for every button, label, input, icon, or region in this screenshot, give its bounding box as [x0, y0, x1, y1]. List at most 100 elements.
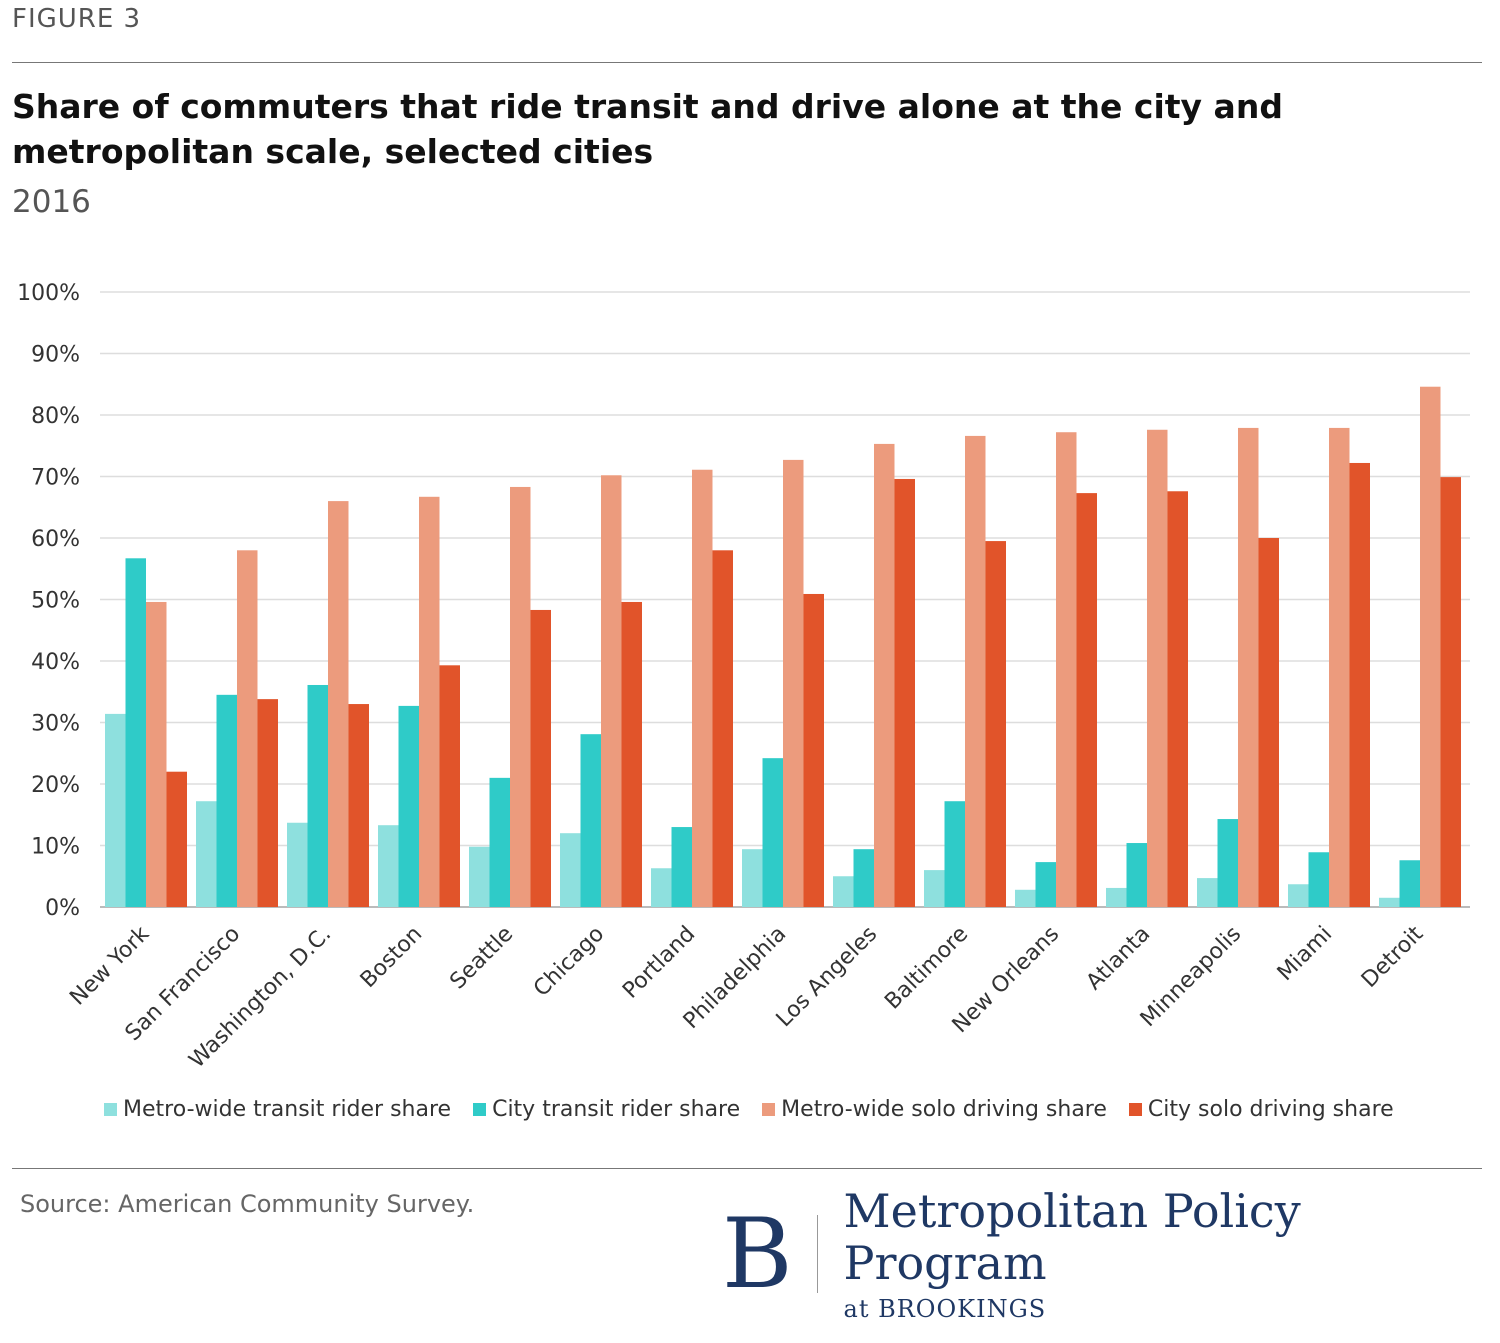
- bar-city-solo-driving-share: [985, 541, 1006, 907]
- y-tick-label: 40%: [31, 650, 80, 675]
- legend-item: Metro-wide solo driving share: [762, 1097, 1107, 1122]
- y-tick-label: 0%: [45, 896, 80, 921]
- legend-label: Metro-wide solo driving share: [781, 1097, 1107, 1122]
- bar-city-transit-rider-share: [1035, 862, 1056, 907]
- y-tick-label: 100%: [17, 281, 80, 306]
- x-tick-label: Baltimore: [880, 922, 973, 1015]
- bar-city-transit-rider-share: [125, 558, 146, 907]
- bar-metro-wide-transit-rider-share: [1288, 884, 1309, 907]
- legend-swatch: [473, 1103, 487, 1116]
- bar-city-transit-rider-share: [216, 694, 237, 907]
- bar-metro-wide-solo-driving-share: [601, 475, 622, 907]
- x-tick-label: Boston: [356, 922, 427, 993]
- bar-city-solo-driving-share: [1440, 477, 1461, 907]
- bar-city-solo-driving-share: [803, 593, 824, 907]
- legend-label: City transit rider share: [492, 1097, 741, 1122]
- logo-letter: B: [722, 1198, 793, 1310]
- x-tick-label: Chicago: [529, 922, 609, 1002]
- bar-metro-wide-solo-driving-share: [1056, 432, 1077, 907]
- bar-metro-wide-transit-rider-share: [1379, 897, 1400, 907]
- legend-swatch: [104, 1103, 117, 1116]
- x-tick-label: Seattle: [445, 922, 518, 995]
- top-divider: [12, 62, 1482, 63]
- bar-metro-wide-transit-rider-share: [924, 870, 945, 907]
- source-note: Source: American Community Survey.: [20, 1190, 475, 1218]
- logo-sub: at BROOKINGS: [843, 1295, 1047, 1323]
- bar-metro-wide-solo-driving-share: [510, 486, 531, 907]
- legend-label: Metro-wide transit rider share: [123, 1097, 452, 1122]
- x-tick-label: Portland: [618, 922, 700, 1004]
- bar-city-transit-rider-share: [398, 705, 419, 907]
- y-tick-label: 80%: [31, 404, 80, 429]
- legend-item: City transit rider share: [473, 1097, 740, 1122]
- bar-city-solo-driving-share: [1258, 538, 1279, 907]
- legend-swatch: [1128, 1103, 1142, 1116]
- figure-label: FIGURE 3: [12, 4, 142, 34]
- bar-metro-wide-solo-driving-share: [965, 435, 986, 907]
- bar-metro-wide-solo-driving-share: [328, 501, 349, 907]
- bar-city-transit-rider-share: [1308, 852, 1329, 907]
- legend-item: City solo driving share: [1128, 1097, 1394, 1122]
- bar-metro-wide-transit-rider-share: [833, 876, 854, 907]
- bar-city-transit-rider-share: [944, 801, 965, 907]
- bar-metro-wide-transit-rider-share: [469, 846, 490, 907]
- bar-metro-wide-transit-rider-share: [378, 825, 399, 907]
- y-tick-label: 70%: [31, 466, 80, 491]
- bar-city-transit-rider-share: [307, 684, 328, 907]
- bar-metro-wide-transit-rider-share: [287, 822, 308, 907]
- bar-city-solo-driving-share: [166, 771, 187, 907]
- bar-city-solo-driving-share: [348, 704, 369, 907]
- legend-item: Metro-wide transit rider share: [104, 1097, 451, 1122]
- bar-metro-wide-transit-rider-share: [651, 868, 672, 907]
- bottom-divider: [12, 1168, 1482, 1169]
- bar-city-transit-rider-share: [762, 758, 783, 907]
- brookings-logo: B Metropolitan Policy Program at BROOKIN…: [722, 1185, 1500, 1323]
- bar-metro-wide-solo-driving-share: [783, 459, 804, 907]
- bar-metro-wide-solo-driving-share: [1147, 429, 1168, 907]
- bar-metro-wide-transit-rider-share: [1015, 889, 1036, 907]
- bar-metro-wide-solo-driving-share: [1329, 427, 1350, 907]
- legend: Metro-wide transit rider share City trans…: [104, 1097, 1394, 1122]
- bar-metro-wide-transit-rider-share: [560, 833, 581, 907]
- y-tick-label: 10%: [31, 835, 80, 860]
- bar-metro-wide-solo-driving-share: [1420, 386, 1441, 908]
- chart-title: Share of commuters that ride transit and…: [12, 87, 1283, 171]
- bar-city-transit-rider-share: [489, 777, 510, 907]
- bar-city-solo-driving-share: [1076, 493, 1097, 907]
- bar-chart: 0% 10% 20% 30% 40% 50% 60% 70% 80% 90% 100% New Yor…: [17, 281, 1470, 1073]
- y-tick-label: 30%: [31, 712, 80, 737]
- bar-city-solo-driving-share: [621, 601, 642, 907]
- logo-name: Metropolitan Policy Program: [843, 1184, 1301, 1290]
- bar-metro-wide-solo-driving-share: [1238, 427, 1259, 907]
- bar-city-transit-rider-share: [1126, 843, 1147, 907]
- bar-city-transit-rider-share: [671, 827, 692, 907]
- bar-city-solo-driving-share: [894, 478, 915, 907]
- bar-city-solo-driving-share: [257, 699, 278, 907]
- bar-metro-wide-solo-driving-share: [146, 601, 167, 907]
- bar-city-transit-rider-share: [853, 849, 874, 907]
- bar-metro-wide-transit-rider-share: [742, 849, 763, 907]
- bar-metro-wide-solo-driving-share: [419, 496, 440, 907]
- legend-label: City solo driving share: [1147, 1097, 1394, 1122]
- bar-metro-wide-transit-rider-share: [105, 713, 126, 907]
- logo-divider: [816, 1215, 818, 1293]
- legend-swatch: [762, 1103, 776, 1116]
- y-tick-label: 60%: [31, 527, 80, 552]
- bar-metro-wide-transit-rider-share: [1106, 887, 1127, 907]
- bar-city-transit-rider-share: [1399, 860, 1420, 907]
- bar-city-solo-driving-share: [712, 550, 733, 907]
- y-tick-label: 90%: [31, 343, 80, 368]
- bar-city-solo-driving-share: [439, 665, 460, 907]
- bar-city-transit-rider-share: [1217, 819, 1238, 907]
- y-tick-label: 50%: [31, 589, 80, 614]
- bar-metro-wide-transit-rider-share: [1197, 878, 1218, 907]
- bar-city-solo-driving-share: [1167, 491, 1188, 907]
- x-tick-label: Atlanta: [1082, 922, 1155, 995]
- x-tick-label: Miami: [1273, 922, 1337, 986]
- bar-city-transit-rider-share: [580, 734, 601, 907]
- bar-metro-wide-solo-driving-share: [874, 443, 895, 907]
- bar-metro-wide-transit-rider-share: [196, 801, 217, 907]
- x-tick-label: New York: [65, 921, 154, 1010]
- bar-city-solo-driving-share: [530, 609, 551, 907]
